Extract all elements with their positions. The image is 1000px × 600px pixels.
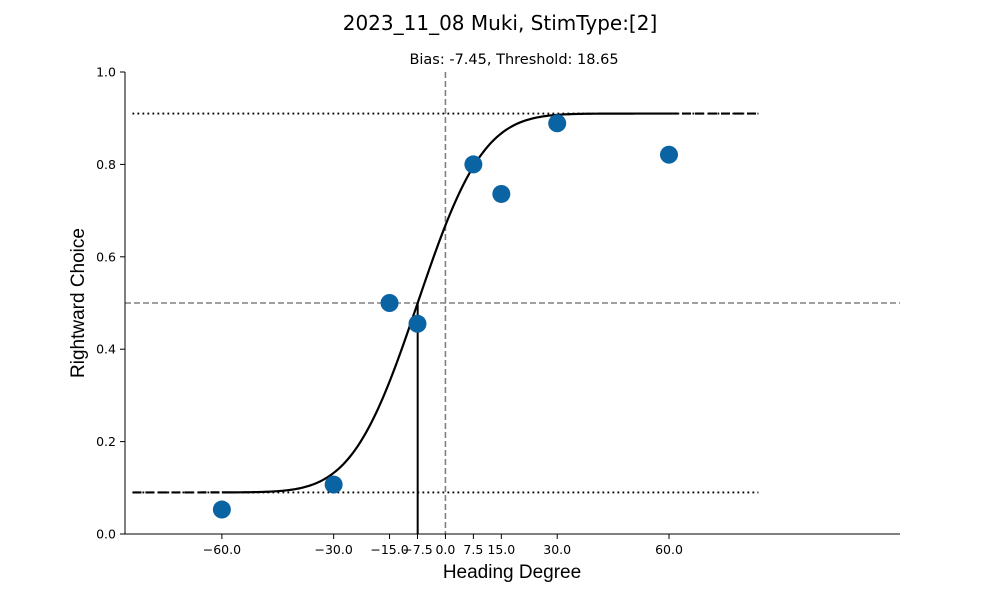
x-axis-label: Heading Degree	[443, 562, 581, 583]
fit-curve-group	[132, 112, 759, 494]
data-point	[380, 294, 399, 312]
x-tick-label: 7.5	[463, 542, 483, 557]
axes: −60.0 −30.0 −15.0−7.5 0.0 7.5 15.0 30.0 60.0 0.…	[96, 65, 900, 557]
reference-lines	[125, 72, 900, 534]
data-point	[492, 184, 511, 203]
x-tick-label: 60.0	[655, 542, 683, 557]
x-tick-label: 0.0	[435, 542, 455, 557]
y-tick-label: 0.4	[96, 342, 116, 357]
y-axis-label: Rightward Choice	[68, 228, 89, 378]
data-point	[324, 475, 343, 494]
figure-suptitle: 2023_11_08 Muki, StimType:[2]	[343, 11, 658, 35]
x-tick-label: −7.5	[402, 542, 432, 557]
x-tick-label: −60.0	[203, 542, 241, 557]
data-point	[212, 500, 231, 519]
data-point	[659, 145, 678, 164]
data-point	[548, 114, 567, 133]
x-tick-label: −15.0	[370, 542, 408, 557]
data-point	[408, 314, 427, 333]
y-tick-label: 0.2	[96, 434, 116, 449]
y-ticks: 0.0 0.2 0.4 0.6 0.8 1.0	[96, 65, 125, 542]
x-ticks: −60.0 −30.0 −15.0−7.5 0.0 7.5 15.0 30.0 60.0	[203, 534, 683, 557]
plot-area	[125, 72, 900, 534]
y-tick-label: 0.8	[96, 157, 116, 172]
x-tick-label: 15.0	[487, 542, 515, 557]
x-tick-label: 30.0	[543, 542, 571, 557]
x-tick-label: −30.0	[314, 542, 352, 557]
y-tick-label: 0.6	[96, 249, 116, 264]
chart-title: Bias: -7.45, Threshold: 18.65	[409, 52, 618, 68]
data-points	[212, 114, 678, 519]
y-tick-label: 1.0	[96, 65, 116, 80]
fit-curve-line	[221, 112, 669, 494]
y-tick-label: 0.0	[96, 527, 116, 542]
data-point	[464, 155, 483, 174]
